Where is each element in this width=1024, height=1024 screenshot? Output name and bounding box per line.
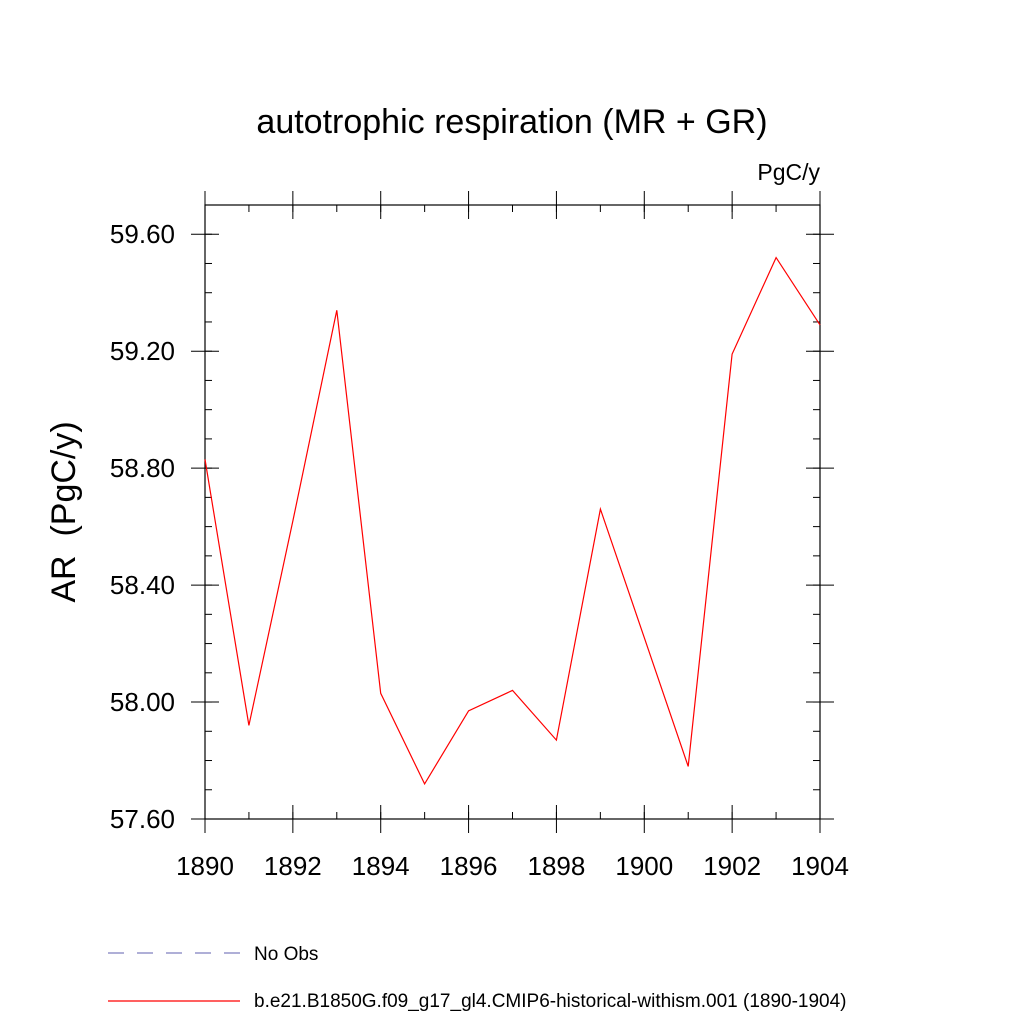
legend-label-no-obs: No Obs	[254, 944, 318, 965]
series-line	[204, 256, 821, 786]
legend: No Obs b.e21.B1850G.f09_g17_gl4.CMIP6-hi…	[108, 944, 847, 1012]
plot-frame	[204, 204, 821, 820]
x-tick-label: 1894	[352, 851, 410, 881]
y-axis-ticks: 57.60 58.00 58.40 58.80 59.20 59.60	[110, 219, 834, 834]
units-label: PgC/y	[757, 159, 820, 185]
minor-ticks	[204, 204, 821, 820]
y-tick-label: 58.00	[110, 687, 175, 717]
x-tick-label: 1892	[264, 851, 322, 881]
x-tick-label: 1890	[176, 851, 234, 881]
x-tick-label: 1902	[703, 851, 761, 881]
x-tick-label: 1896	[440, 851, 498, 881]
legend-label-model: b.e21.B1850G.f09_g17_gl4.CMIP6-historica…	[254, 991, 847, 1012]
chart-title: autotrophic respiration (MR + GR)	[256, 103, 767, 141]
y-tick-label: 58.80	[110, 453, 175, 483]
y-tick-label: 59.60	[110, 219, 175, 249]
y-tick-label: 59.20	[110, 336, 175, 366]
x-axis-ticks: 1890 1892 1894 1896 1898 1900 1902 1904	[176, 191, 849, 881]
y-tick-label: 57.60	[110, 804, 175, 834]
x-tick-label: 1898	[528, 851, 586, 881]
series-layer	[204, 256, 821, 786]
y-axis-label: AR (PgC/y)	[45, 421, 83, 602]
y-tick-label: 58.40	[110, 570, 175, 600]
x-tick-label: 1900	[615, 851, 673, 881]
x-tick-label: 1904	[791, 851, 849, 881]
